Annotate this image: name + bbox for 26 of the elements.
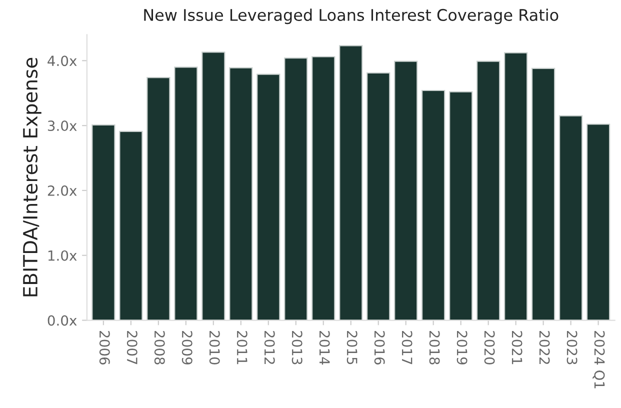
y-tick-label: 1.0x <box>48 250 77 261</box>
x-tick-label: 2021 <box>512 331 522 364</box>
y-tick-label: 3.0x <box>48 120 77 132</box>
x-tick-label: 2022 <box>539 331 550 364</box>
x-tick-label: 2020 <box>484 331 495 364</box>
x-tick-label: 2019 <box>456 331 468 364</box>
x-tick-label: 2011 <box>236 331 248 364</box>
y-tick-label: 0.0x <box>48 315 77 326</box>
x-tick-label: 2013 <box>292 331 302 364</box>
chart-title: New Issue Leveraged Loans Interest Coverage Ratio <box>144 8 558 24</box>
x-tick-label: 2007 <box>126 331 138 364</box>
x-tick-label: 2006 <box>99 331 110 364</box>
x-tick-label: 2015 <box>346 331 358 364</box>
y-tick-label: 4.0x <box>48 56 77 66</box>
x-tick-label: 2016 <box>374 331 385 364</box>
x-tick-label: 2012 <box>264 331 275 364</box>
y-tick-label: 2.0x <box>48 185 77 196</box>
y-axis-title: EBITDA/Interest Expense <box>23 58 42 296</box>
x-tick-label: 2024 Q1 <box>592 331 605 388</box>
x-tick-label: 2017 <box>402 331 412 364</box>
x-tick-label: 2018 <box>429 331 440 364</box>
x-tick-label: 2008 <box>154 331 165 364</box>
x-tick-label: 2023 <box>566 331 578 364</box>
x-tick-label: 2010 <box>209 331 220 364</box>
x-tick-label: 2014 <box>319 331 330 365</box>
x-tick-label: 2009 <box>182 331 192 364</box>
